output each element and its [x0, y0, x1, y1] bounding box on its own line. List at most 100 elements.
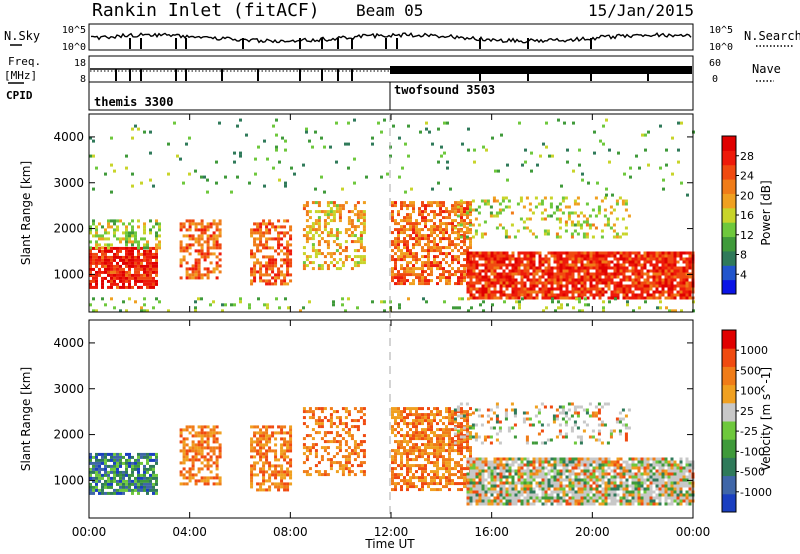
echo-cell [526, 457, 530, 461]
echo-cell [397, 228, 400, 232]
echo-cell [140, 455, 143, 459]
echo-cell [280, 443, 284, 447]
echo-cell [427, 219, 430, 223]
echo-cell [341, 264, 345, 268]
echo-cell [460, 407, 463, 411]
echo-cell [344, 440, 348, 444]
echo-cell [152, 270, 155, 274]
echo-cell [280, 282, 284, 286]
echo-cell [448, 282, 451, 286]
echo-cell [433, 201, 436, 205]
echo-cell [131, 488, 134, 492]
echo-cell [146, 246, 149, 250]
echo-cell [622, 257, 626, 261]
echo-cell [418, 213, 421, 217]
echo-cell [480, 199, 484, 203]
echo-cell [538, 466, 542, 470]
echo-cell [544, 490, 548, 494]
echo-cell [134, 485, 137, 489]
echo-cell [469, 272, 473, 276]
echo-cell [277, 482, 281, 486]
echo-cell [592, 251, 596, 255]
echo-cell [430, 231, 433, 235]
echo-cell [218, 455, 222, 459]
echo-cell [134, 488, 137, 492]
echo-cell [580, 260, 584, 264]
echo-cell [412, 210, 415, 214]
echo-cell [583, 281, 587, 285]
echo-cell [556, 475, 560, 479]
echo-cell [253, 267, 257, 271]
echo-cell [206, 452, 210, 456]
echo-cell [239, 297, 242, 301]
echo-cell [500, 133, 503, 137]
echo-cell [520, 251, 524, 255]
echo-cell [116, 458, 119, 462]
echo-cell [289, 237, 293, 241]
echo-cell [356, 464, 360, 468]
echo-cell [283, 234, 287, 238]
echo-cell [588, 226, 592, 230]
echo-cell [409, 249, 412, 253]
echo-cell [508, 293, 512, 297]
echo-cell [670, 260, 674, 264]
echo-cell [122, 282, 125, 286]
echo-cell [107, 476, 110, 480]
echo-cell [610, 281, 614, 285]
echo-cell [259, 467, 263, 471]
echo-cell [550, 499, 554, 503]
echo-cell [524, 160, 527, 164]
echo-cell [640, 296, 644, 300]
echo-cell [155, 261, 158, 265]
echo-cell [481, 496, 485, 500]
echo-cell [448, 422, 451, 426]
echo-cell [487, 275, 491, 279]
echo-cell [652, 281, 656, 285]
echo-cell [421, 488, 424, 492]
echo-cell [661, 281, 665, 285]
echo-cell [215, 240, 219, 244]
echo-cell [406, 449, 409, 453]
echo-cell [250, 425, 254, 429]
echo-cell [520, 287, 524, 291]
echo-cell [472, 463, 476, 467]
echo-cell [490, 469, 494, 473]
echo-cell [245, 133, 248, 137]
echo-cell [454, 204, 457, 208]
echo-cell [403, 440, 406, 444]
echo-cell [469, 484, 473, 488]
echo-cell [589, 472, 593, 476]
echo-cell [592, 263, 596, 267]
echo-cell [143, 297, 146, 301]
echo-cell [409, 222, 412, 226]
echo-cell [676, 281, 680, 285]
echo-cell [400, 207, 403, 211]
echo-cell [95, 485, 98, 489]
echo-cell [463, 482, 466, 486]
echo-cell [493, 260, 497, 264]
echo-cell [271, 258, 275, 262]
echo-cell [406, 452, 409, 456]
echo-cell [433, 237, 436, 241]
echo-cell [302, 207, 306, 211]
echo-cell [457, 258, 460, 262]
echo-cell [344, 422, 348, 426]
echo-cell [475, 469, 479, 473]
echo-cell [466, 257, 470, 261]
echo-cell [667, 272, 671, 276]
echo-cell [259, 228, 263, 232]
echo-cell [442, 246, 445, 250]
echo-cell [547, 251, 551, 255]
echo-cell [646, 275, 650, 279]
echo-cell [556, 281, 560, 285]
echo-cell [206, 482, 210, 486]
echo-cell [667, 278, 671, 282]
echo-cell [442, 431, 445, 435]
echo-cell [305, 231, 309, 235]
echo-cell [329, 228, 333, 232]
echo-cell [598, 272, 602, 276]
echo-cell [484, 487, 488, 491]
echo-cell [577, 457, 581, 461]
echo-cell [457, 243, 460, 247]
echo-cell [576, 196, 580, 200]
